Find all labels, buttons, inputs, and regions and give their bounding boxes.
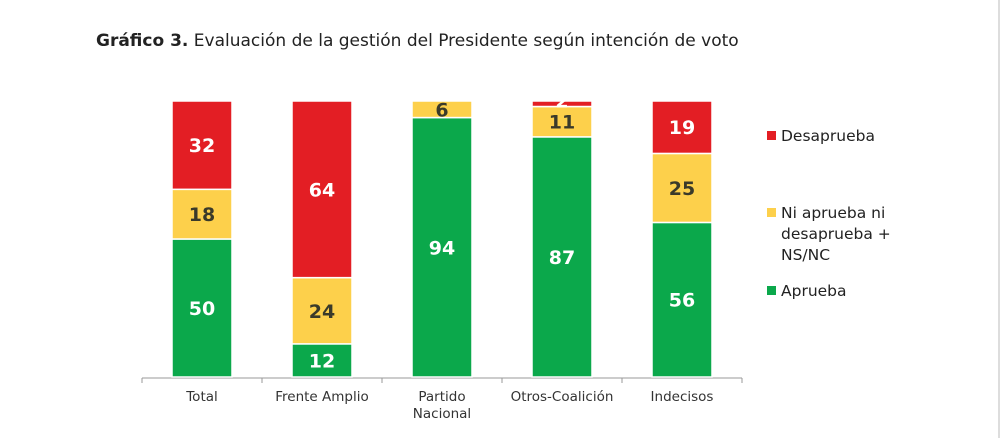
x-tick-label: Partido — [418, 389, 465, 405]
chart-title-text: Evaluación de la gestión del Presidente … — [193, 31, 739, 51]
data-label: 94 — [429, 237, 455, 259]
legend-label: Aprueba — [781, 282, 847, 300]
legend-swatch — [767, 208, 776, 217]
legend-swatch — [767, 286, 776, 295]
chart-title: Gráfico 3. Evaluación de la gestión del … — [96, 31, 739, 51]
bar-segment — [171, 188, 233, 240]
data-label: 24 — [309, 301, 335, 323]
data-label: 19 — [669, 117, 695, 139]
data-label: 25 — [669, 178, 695, 200]
bar-segment — [411, 100, 473, 119]
x-tick-label: Frente Amplio — [275, 389, 369, 405]
data-label: 12 — [309, 350, 335, 372]
bar-segment — [531, 105, 593, 138]
data-label: 2 — [555, 91, 568, 113]
data-label: 32 — [189, 135, 215, 157]
x-tick-label: Total — [185, 389, 218, 405]
bar-segment — [291, 100, 353, 279]
data-label: 64 — [309, 179, 335, 201]
x-tick-label: Nacional — [413, 406, 471, 422]
legend-label: desaprueba + — [781, 225, 891, 243]
bar-segment — [651, 100, 713, 155]
legend-label: NS/NC — [781, 246, 830, 264]
bar-segment — [651, 152, 713, 224]
legend-label: Ni aprueba ni — [781, 204, 885, 222]
legend-label: Desaprueba — [781, 127, 875, 145]
bar-segment — [411, 116, 473, 378]
data-label: 6 — [435, 99, 448, 121]
bar-segment — [171, 100, 233, 191]
data-label: 11 — [549, 112, 575, 134]
chart-title-prefix: Gráfico 3. — [96, 31, 189, 51]
x-tick-label: Indecisos — [651, 389, 714, 405]
legend-swatch — [767, 131, 776, 140]
bar-segment — [651, 221, 713, 378]
data-label: 18 — [189, 204, 215, 226]
bar-segment — [531, 136, 593, 378]
x-tick-label: Otros-Coalición — [511, 389, 614, 405]
bar-segment — [531, 100, 593, 108]
data-label: 50 — [189, 298, 215, 320]
data-label: 56 — [669, 290, 695, 312]
bar-segment — [291, 276, 353, 345]
data-label: 87 — [549, 247, 575, 269]
